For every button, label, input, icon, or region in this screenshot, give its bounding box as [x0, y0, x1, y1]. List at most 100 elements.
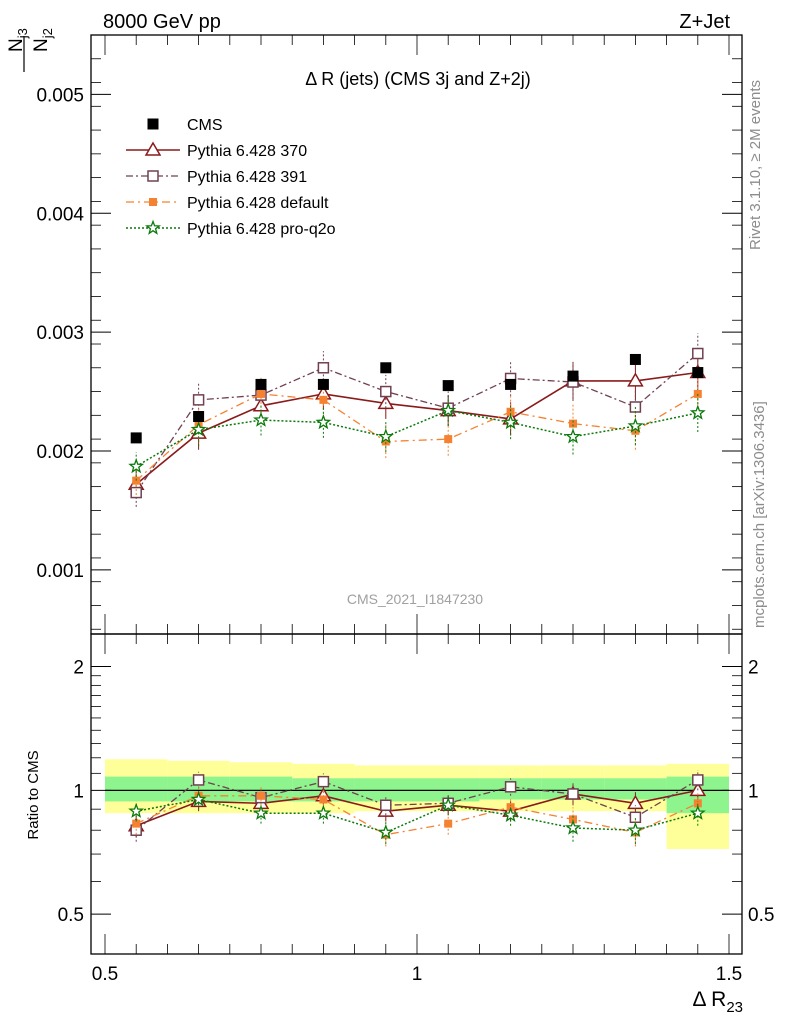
main-point-p391 — [692, 347, 704, 360]
ratio-point-pdefault — [132, 819, 141, 828]
main-plot-title: Δ R (jets) (CMS 3j and Z+2j) — [305, 69, 531, 89]
main-y-tick-label: 0.005 — [36, 85, 84, 106]
ratio-series-layer — [127, 770, 707, 847]
main-point-pdefault — [569, 419, 577, 428]
main-point-pdefault — [257, 389, 265, 398]
main-point-cms — [692, 367, 704, 379]
ratio-y-tick-label-right: 2 — [748, 658, 759, 679]
ratio-point-p391 — [504, 781, 517, 793]
main-point-pdefault — [631, 426, 640, 435]
ratio-y-axis-label: Ratio to CMS — [25, 750, 42, 839]
main-series-p370 — [127, 352, 707, 499]
main-y-tick-label: 0.001 — [36, 561, 84, 582]
y-label-num-sub: j3 — [15, 28, 30, 39]
main-point-p370 — [627, 372, 644, 387]
main-y-axis-label: Nj3 Nj2 — [6, 28, 55, 72]
main-line-p391 — [135, 353, 699, 493]
legend-marker-p370 — [144, 141, 162, 156]
main-point-cms — [567, 370, 579, 382]
ratio-x-axis-label: Δ R23 — [692, 988, 743, 1016]
main-point-pdefault — [381, 437, 390, 446]
ratio-point-pdefault — [444, 819, 453, 828]
ratio-point-p391 — [692, 774, 704, 786]
ratio-x-tick-label: 1.5 — [716, 964, 742, 985]
main-point-cms — [442, 380, 454, 392]
ratio-line-p370 — [135, 789, 698, 827]
ratio-point-pq2o — [627, 821, 644, 838]
rivet-label: Rivet 3.1.10, ≥ 2M events — [747, 80, 764, 250]
main-point-pq2o — [440, 402, 457, 418]
watermark: CMS_2021_I1847230 — [347, 591, 483, 607]
legend-label-cms: CMS — [187, 117, 223, 134]
main-series-pq2o — [128, 393, 706, 481]
ratio-point-pdefault — [257, 791, 265, 800]
ratio-point-p391 — [317, 775, 330, 788]
main-point-cms — [193, 411, 205, 423]
main-line-pq2o — [135, 409, 698, 468]
ratio-series-pq2o — [128, 790, 706, 845]
ratio-point-pq2o — [377, 824, 394, 840]
y-label-numerator: Nj3 — [6, 28, 30, 52]
ratio-line-pdefault — [135, 795, 699, 836]
legend-marker-pq2o — [145, 219, 161, 235]
ratio-line-p391 — [135, 779, 699, 831]
main-point-pq2o — [377, 428, 394, 444]
main-point-p391 — [130, 486, 142, 499]
ratio-axis-ticks: 0.5 0.5 1 1 2 2 0.5 1 1.5 — [58, 634, 774, 985]
legend-label-pq2o: Pythia 6.428 pro-q2o — [187, 221, 336, 238]
title-text: Δ R (jets) (CMS 3j and Z+2j) — [305, 69, 531, 89]
legend-marker-cms — [147, 118, 159, 130]
ratio-point-p391 — [380, 799, 392, 811]
ratio-panel: 0.5 0.5 1 1 2 2 0.5 1 1.5 Ratio to CMS Δ R23 — [25, 633, 774, 1016]
ratio-point-pq2o — [253, 804, 269, 820]
main-point-p391 — [317, 362, 330, 374]
legend-item-p370: Pythia 6.428 370 — [126, 141, 307, 160]
legend-item-pdefault: Pythia 6.428 default — [126, 195, 329, 212]
ratio-point-pdefault — [319, 795, 328, 804]
main-y-tick-label: 0.003 — [36, 323, 84, 344]
main-point-pdefault — [319, 395, 328, 404]
main-series-cms — [130, 353, 704, 444]
main-point-p391 — [380, 385, 392, 398]
legend-marker-pdefault — [149, 198, 157, 206]
ratio-y-tick-label: 1 — [73, 781, 84, 802]
main-point-pq2o — [565, 428, 581, 444]
main-line-p370 — [135, 371, 698, 485]
main-point-pq2o — [315, 414, 332, 430]
legend-item-cms: CMS — [147, 117, 223, 134]
main-y-tick-label: 0.002 — [36, 442, 84, 463]
y-label-den-sub: j2 — [40, 28, 55, 39]
main-point-pdefault — [444, 435, 453, 444]
main-axis-ticks: 0.001 0.002 0.003 0.004 0.005 — [36, 34, 742, 634]
legend-item-pq2o: Pythia 6.428 pro-q2o — [126, 219, 336, 238]
main-point-pq2o — [128, 458, 145, 474]
ratio-point-p391 — [192, 774, 205, 786]
main-point-cms — [255, 378, 267, 390]
ratio-y-tick-label-right: 0.5 — [748, 905, 774, 926]
ratio-plot-frame — [90, 633, 743, 955]
y-label-denominator: Nj2 — [31, 28, 55, 52]
ratio-point-pq2o — [689, 804, 706, 820]
ratio-point-p391 — [567, 788, 579, 800]
main-point-pq2o — [627, 417, 644, 433]
ratio-x-tick-label: 0.5 — [92, 964, 118, 985]
ratio-point-pdefault — [693, 799, 702, 808]
ratio-band-inner — [604, 778, 667, 800]
main-point-cms — [629, 353, 641, 365]
main-point-cms — [380, 362, 392, 374]
main-point-pq2o — [253, 411, 269, 427]
main-point-cms — [130, 432, 142, 444]
ratio-point-pq2o — [440, 796, 457, 812]
main-point-p391 — [192, 394, 205, 406]
main-point-pdefault — [693, 389, 702, 398]
main-series-pdefault — [132, 374, 702, 495]
header-right-label: Z+Jet — [679, 11, 730, 33]
ratio-point-pq2o — [502, 806, 519, 822]
ratio-line-pq2o — [136, 798, 698, 834]
main-point-cms — [505, 378, 517, 390]
legend-marker-p391 — [147, 170, 159, 182]
x-label-text: Δ R — [692, 988, 726, 1011]
header-left-label: 8000 GeV pp — [103, 11, 221, 33]
main-series-layer — [127, 333, 707, 507]
